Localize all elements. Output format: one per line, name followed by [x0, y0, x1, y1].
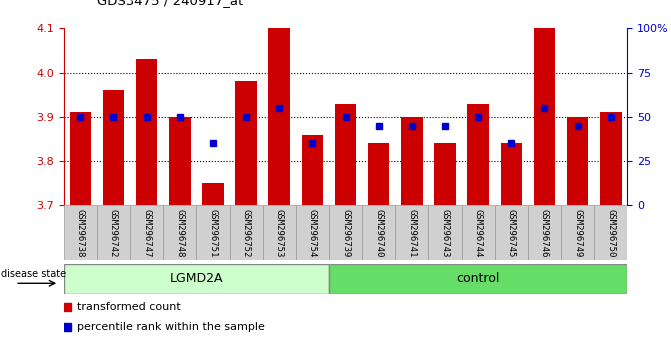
Bar	[429, 205, 462, 260]
Bar	[462, 205, 495, 260]
Bar	[163, 205, 197, 260]
Bar	[262, 205, 296, 260]
Bar	[70, 112, 91, 205]
Bar	[136, 59, 158, 205]
Bar	[169, 117, 191, 205]
Bar	[567, 117, 588, 205]
Text: GSM296744: GSM296744	[474, 209, 482, 257]
Text: LGMD2A: LGMD2A	[170, 272, 223, 285]
Text: GSM296749: GSM296749	[573, 209, 582, 257]
Bar	[335, 103, 356, 205]
Text: GSM296750: GSM296750	[607, 209, 615, 257]
Text: percentile rank within the sample: percentile rank within the sample	[77, 321, 265, 332]
Text: GSM296743: GSM296743	[441, 209, 450, 257]
Text: GSM296746: GSM296746	[540, 209, 549, 257]
Text: GSM296748: GSM296748	[175, 209, 185, 257]
Bar	[302, 135, 323, 205]
Bar	[329, 264, 627, 294]
Text: GSM296754: GSM296754	[308, 209, 317, 257]
Bar	[229, 205, 262, 260]
Text: transformed count: transformed count	[77, 302, 181, 312]
Bar	[64, 264, 329, 294]
Bar	[501, 143, 522, 205]
Bar	[97, 205, 130, 260]
Text: GSM296753: GSM296753	[274, 209, 284, 257]
Text: GSM296740: GSM296740	[374, 209, 383, 257]
Text: GSM296747: GSM296747	[142, 209, 151, 257]
Bar	[103, 90, 124, 205]
Bar	[495, 205, 528, 260]
Bar	[197, 205, 229, 260]
Text: GSM296739: GSM296739	[341, 209, 350, 257]
Bar	[595, 205, 627, 260]
Bar	[561, 205, 595, 260]
Text: GSM296752: GSM296752	[242, 209, 250, 257]
Bar	[468, 103, 489, 205]
Text: GSM296738: GSM296738	[76, 209, 85, 257]
Bar	[296, 205, 329, 260]
Bar	[600, 112, 621, 205]
Text: GSM296742: GSM296742	[109, 209, 118, 257]
Bar	[268, 28, 290, 205]
Bar	[434, 143, 456, 205]
Bar	[236, 81, 257, 205]
Text: disease state: disease state	[1, 269, 66, 279]
Bar	[401, 117, 423, 205]
Bar	[528, 205, 561, 260]
Text: GSM296751: GSM296751	[209, 209, 217, 257]
Text: GDS3475 / 240917_at: GDS3475 / 240917_at	[97, 0, 244, 7]
Bar	[64, 205, 97, 260]
Bar	[362, 205, 395, 260]
Bar	[202, 183, 223, 205]
Bar	[395, 205, 429, 260]
Bar	[329, 205, 362, 260]
Text: control: control	[456, 272, 500, 285]
Bar	[130, 205, 163, 260]
Text: GSM296745: GSM296745	[507, 209, 516, 257]
Text: GSM296741: GSM296741	[407, 209, 417, 257]
Bar	[533, 28, 556, 205]
Bar	[368, 143, 389, 205]
